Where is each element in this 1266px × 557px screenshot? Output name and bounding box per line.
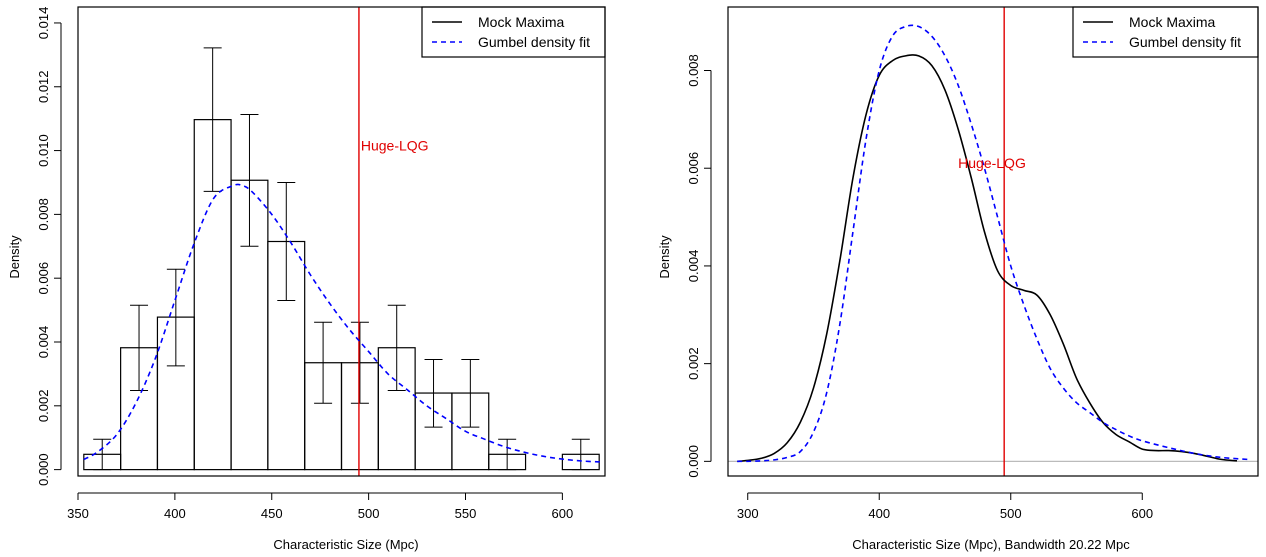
x-tick-label: 350 <box>67 506 89 521</box>
kde-series-gumbel-density-fit <box>737 24 1248 463</box>
y-tick-label: 0.002 <box>36 390 51 423</box>
y-tick-label: 0.012 <box>36 70 51 103</box>
kde-plot-area: Huge-LQG Mock Maxima Gumbel density fit 300… <box>686 6 1259 521</box>
kde-x-axis-label: Characteristic Size (Mpc), Bandwidth 20.… <box>852 537 1130 552</box>
kde-x-axis: 300 400 500 600 <box>737 492 1153 521</box>
y-tick-label: 0.006 <box>686 152 701 185</box>
y-tick-label: 0.014 <box>36 7 51 40</box>
y-tick-label: 0.008 <box>36 198 51 231</box>
error-bar <box>461 359 480 428</box>
kde-y-axis: 0.000 0.002 0.004 0.006 0.008 <box>686 54 712 478</box>
y-tick-label: 0.000 <box>686 445 701 478</box>
legend-label: Mock Maxima <box>1129 14 1216 30</box>
kde-plot-frame <box>727 6 1259 477</box>
histogram-x-axis: 350 400 450 500 550 600 <box>67 492 574 521</box>
y-tick-label: 0.008 <box>686 54 701 87</box>
x-tick-label: 300 <box>737 506 759 521</box>
histogram-x-axis-label: Characteristic Size (Mpc) <box>273 537 418 552</box>
histogram-plot-frame <box>77 6 606 477</box>
x-tick-label: 400 <box>164 506 186 521</box>
y-tick-label: 0.004 <box>686 250 701 283</box>
x-tick-label: 600 <box>552 506 574 521</box>
error-bar <box>314 321 333 404</box>
error-bar <box>93 438 112 471</box>
y-tick-label: 0.000 <box>36 453 51 486</box>
x-tick-label: 600 <box>1131 506 1153 521</box>
error-bar <box>498 438 517 471</box>
kde-y-axis-label: Density <box>657 235 672 279</box>
legend-label: Gumbel density fit <box>478 34 590 50</box>
y-tick-label: 0.006 <box>36 262 51 295</box>
histogram-panel: Huge-LQG Mock Maxima Gumbel density fit 350… <box>7 6 606 552</box>
error-bar <box>166 268 185 367</box>
kde-series-mock-maxima <box>737 54 1238 463</box>
histogram-annotation-huge-lqg: Huge-LQG <box>361 138 429 154</box>
histogram-legend: Mock Maxima Gumbel density fit <box>421 6 606 58</box>
x-tick-label: 400 <box>868 506 890 521</box>
error-bar <box>130 304 149 391</box>
error-bar <box>387 304 406 391</box>
legend-label: Mock Maxima <box>478 14 565 30</box>
y-tick-label: 0.004 <box>36 326 51 359</box>
legend-label: Gumbel density fit <box>1129 34 1241 50</box>
error-bar <box>240 114 259 247</box>
error-bar <box>571 438 590 471</box>
x-tick-label: 500 <box>358 506 380 521</box>
error-bar <box>350 321 369 404</box>
y-tick-label: 0.002 <box>686 347 701 380</box>
histogram-y-axis: 0.000 0.002 0.004 0.006 0.008 0.010 0.012 0.014 <box>36 7 62 486</box>
kde-legend-box <box>1072 6 1259 58</box>
error-bar <box>277 181 296 302</box>
histogram-legend-box <box>421 6 606 58</box>
histogram-plot-area: Huge-LQG Mock Maxima Gumbel density fit 350… <box>36 6 606 521</box>
error-bar <box>203 47 222 192</box>
kde-legend: Mock Maxima Gumbel density fit <box>1072 6 1259 58</box>
kde-annotation-huge-lqg: Huge-LQG <box>958 155 1026 171</box>
x-tick-label: 450 <box>261 506 283 521</box>
y-tick-label: 0.010 <box>36 134 51 167</box>
histogram-y-axis-label: Density <box>7 235 22 279</box>
histogram-series-gumbel-density-fit <box>83 183 602 463</box>
kde-panel: Huge-LQG Mock Maxima Gumbel density fit 300… <box>657 6 1259 552</box>
error-bar <box>424 359 443 428</box>
x-tick-label: 550 <box>455 506 477 521</box>
x-tick-label: 500 <box>1000 506 1022 521</box>
